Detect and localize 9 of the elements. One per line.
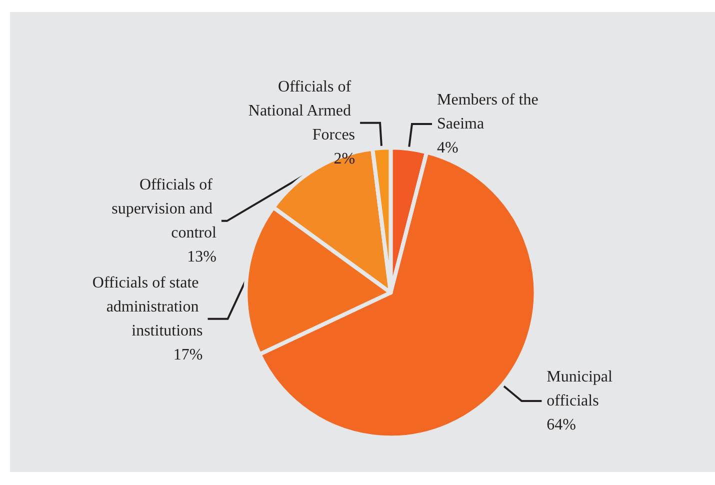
data-label: 13%	[187, 248, 216, 266]
slice-label: Officials of supervision and control	[112, 176, 218, 242]
data-label: 17%	[173, 346, 203, 364]
data-label: 4%	[437, 139, 458, 156]
slice-label: Municipal officials	[546, 368, 616, 410]
slice-label: Members of the Saeima	[437, 91, 542, 132]
data-label: 64%	[546, 416, 576, 434]
slice-label: Officials of National Armed Forces	[248, 78, 356, 144]
slice-label: Officials of state administration institutions	[92, 274, 203, 340]
